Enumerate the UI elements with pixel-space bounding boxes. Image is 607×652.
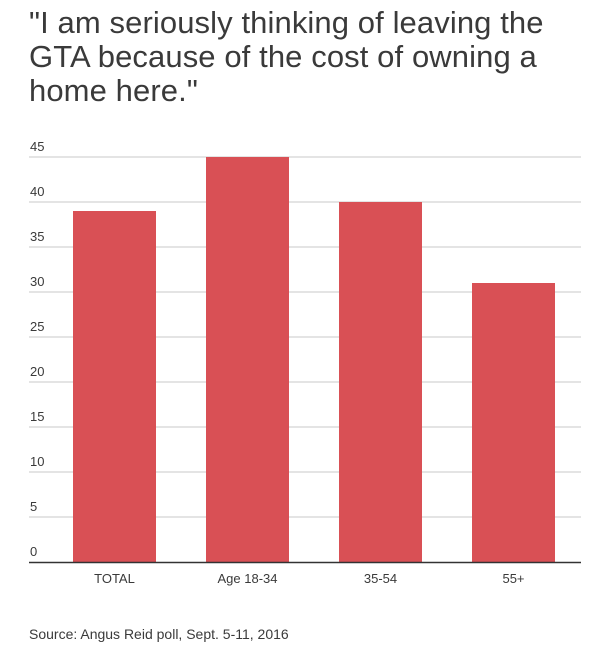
y-tick-label: 25 (30, 319, 44, 334)
y-tick-label: 40 (30, 184, 44, 199)
y-tick-label: 10 (30, 454, 44, 469)
x-tick-label: Age 18-34 (218, 571, 278, 586)
y-tick-label: 45 (30, 139, 44, 154)
source-note: Source: Angus Reid poll, Sept. 5-11, 201… (29, 626, 289, 642)
y-tick-label: 20 (30, 364, 44, 379)
bar (339, 202, 422, 562)
x-tick-label: TOTAL (94, 571, 135, 586)
y-tick-label: 0 (30, 544, 37, 559)
x-tick-label: 35-54 (364, 571, 397, 586)
chart-title: "I am seriously thinking of leaving the … (29, 5, 544, 108)
x-tick-label: 55+ (502, 571, 524, 586)
y-tick-label: 5 (30, 499, 37, 514)
bar (206, 157, 289, 562)
bar (73, 211, 156, 562)
y-tick-label: 30 (30, 274, 44, 289)
bars (73, 157, 555, 562)
bar (472, 283, 555, 562)
y-tick-label: 35 (30, 229, 44, 244)
y-tick-label: 15 (30, 409, 44, 424)
y-axis-tick-labels: 0 5 10 15 20 25 30 35 40 45 (30, 139, 44, 559)
x-axis-tick-labels: TOTAL Age 18-34 35-54 55+ (94, 571, 524, 586)
